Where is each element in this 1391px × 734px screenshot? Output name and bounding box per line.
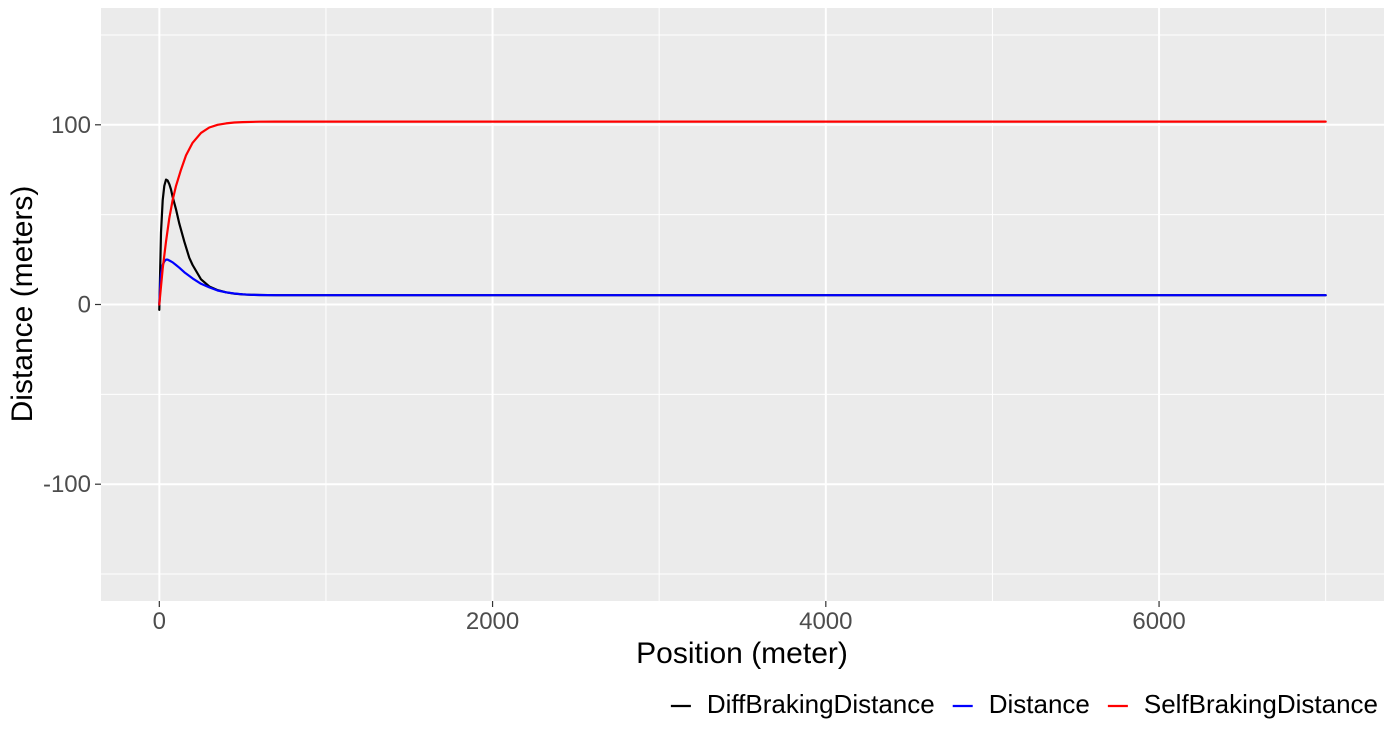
x-tick-label: 2000 — [466, 608, 519, 635]
y-tick-label: 100 — [51, 112, 91, 139]
major-gridlines — [101, 8, 1384, 601]
series-lines — [158, 120, 1327, 311]
x-tick-label: 4000 — [799, 608, 852, 635]
x-tick-label: 0 — [153, 608, 166, 635]
series-line-Distance — [158, 258, 1327, 306]
x-axis-ticks: 0 2000 4000 6000 — [153, 601, 1186, 635]
y-tick-label: 0 — [78, 292, 91, 319]
legend-item-DiffBrakingDistance: DiffBrakingDistance — [670, 689, 935, 719]
legend-label-SelfBrakingDistance: SelfBrakingDistance — [1144, 689, 1378, 719]
legend-item-Distance: Distance — [952, 689, 1090, 719]
y-axis-ticks: -100 0 100 — [43, 112, 101, 498]
series-line-SelfBrakingDistance — [158, 120, 1327, 306]
y-axis-title: Distance (meters) — [6, 186, 39, 423]
legend-item-SelfBrakingDistance: SelfBrakingDistance — [1107, 689, 1378, 719]
x-tick-label: 6000 — [1132, 608, 1185, 635]
legend-label-DiffBrakingDistance: DiffBrakingDistance — [707, 689, 935, 719]
legend: DiffBrakingDistance Distance SelfBrakingDi… — [670, 689, 1378, 719]
y-tick-label: -100 — [43, 471, 91, 498]
x-axis-title: Position (meter) — [636, 637, 848, 670]
legend-label-Distance: Distance — [989, 689, 1090, 719]
